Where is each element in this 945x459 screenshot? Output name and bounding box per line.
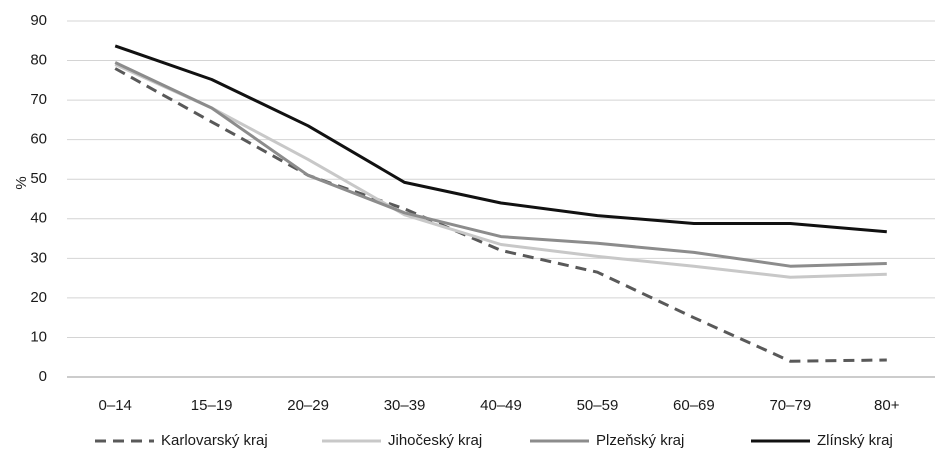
legend-label: Plzeňský kraj bbox=[596, 432, 684, 449]
x-tick-label: 15–19 bbox=[191, 397, 233, 414]
series-line bbox=[114, 44, 887, 234]
y-tick-label: 40 bbox=[30, 210, 47, 227]
series-line bbox=[114, 63, 887, 279]
gridlines bbox=[67, 20, 935, 378]
x-tick-label: 50–59 bbox=[577, 397, 619, 414]
y-tick-label: 80 bbox=[30, 52, 47, 69]
x-tick-label: 40–49 bbox=[480, 397, 522, 414]
y-tick-label: 0 bbox=[39, 368, 47, 385]
x-tick-label: 80+ bbox=[874, 397, 900, 414]
y-tick-label: 10 bbox=[30, 328, 47, 345]
x-tick-label: 60–69 bbox=[673, 397, 715, 414]
series-line bbox=[114, 61, 887, 268]
x-tick-label: 20–29 bbox=[287, 397, 329, 414]
series-line bbox=[114, 67, 887, 363]
x-tick-label: 70–79 bbox=[769, 397, 811, 414]
y-tick-label: 20 bbox=[30, 289, 47, 306]
x-tick-label: 30–39 bbox=[384, 397, 426, 414]
y-tick-label: 90 bbox=[30, 12, 47, 29]
legend-label: Jihočeský kraj bbox=[388, 432, 482, 449]
legend: Karlovarský kraj Jihočeský kraj Plzeňský k… bbox=[95, 432, 893, 449]
y-tick-label: 30 bbox=[30, 249, 47, 266]
y-tick-label: 50 bbox=[30, 170, 47, 187]
y-tick-label: 70 bbox=[30, 91, 47, 108]
legend-label: Karlovarský kraj bbox=[161, 432, 268, 449]
y-axis: 0 10 20 30 40 50 60 70 80 90 bbox=[30, 12, 47, 385]
y-axis-label: % bbox=[13, 176, 30, 189]
legend-label: Zlínský kraj bbox=[817, 432, 893, 449]
y-tick-label: 60 bbox=[30, 131, 47, 148]
series-lines bbox=[114, 44, 887, 363]
x-axis: 0–14 15–19 20–29 30–39 40–49 50–59 60–69 70–79 8… bbox=[99, 397, 900, 414]
x-tick-label: 0–14 bbox=[99, 397, 132, 414]
